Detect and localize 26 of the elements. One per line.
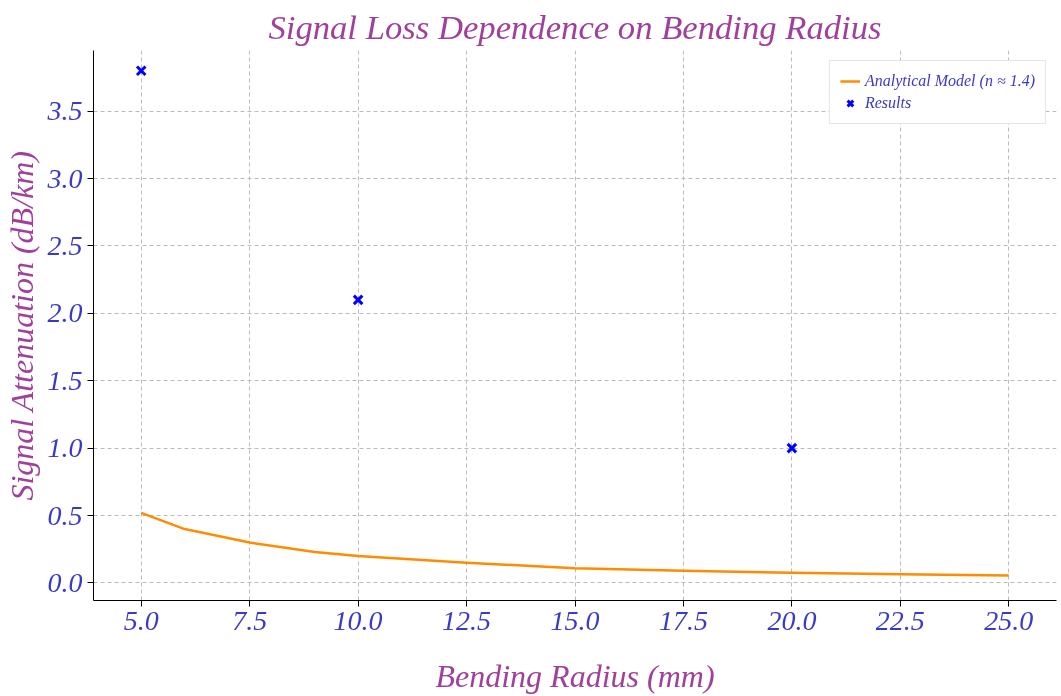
y-tick-label: 2.5 bbox=[47, 229, 83, 261]
legend-label: Results bbox=[864, 94, 912, 112]
x-tick-label: 17.5 bbox=[658, 604, 708, 636]
x-tick-label: 15.0 bbox=[550, 604, 600, 636]
legend-label: Analytical Model (n ≈ 1.4) bbox=[864, 72, 1035, 90]
y-tick-label: 3.0 bbox=[46, 162, 83, 194]
y-tick-label: 2.0 bbox=[47, 297, 83, 329]
line-series bbox=[139, 511, 1011, 577]
chart-title: Signal Loss Dependence on Bending Radius bbox=[268, 7, 882, 46]
x-tick-label: 5.0 bbox=[123, 604, 159, 636]
x-axis-title: Bending Radius (mm) bbox=[435, 657, 715, 694]
x-tick-label: 12.5 bbox=[442, 604, 492, 636]
y-tick-label: 1.0 bbox=[47, 432, 83, 464]
y-tick-label: 0.0 bbox=[47, 566, 83, 598]
x-tick-label: 25.0 bbox=[984, 604, 1034, 636]
y-tick-label: 0.5 bbox=[47, 499, 83, 531]
y-axis-title: Signal Attenuation (dB/km) bbox=[3, 151, 40, 501]
point bbox=[135, 64, 147, 77]
y-tick-label: 1.5 bbox=[47, 364, 83, 396]
x-tick-label: 22.5 bbox=[875, 604, 925, 636]
point bbox=[352, 294, 364, 306]
x-tick-label: 7.5 bbox=[232, 604, 268, 636]
point bbox=[786, 442, 798, 454]
y-tick-label: 3.5 bbox=[46, 95, 83, 127]
x-tick-label: 20.0 bbox=[767, 604, 817, 636]
x-tick-label: 10.0 bbox=[333, 604, 383, 636]
